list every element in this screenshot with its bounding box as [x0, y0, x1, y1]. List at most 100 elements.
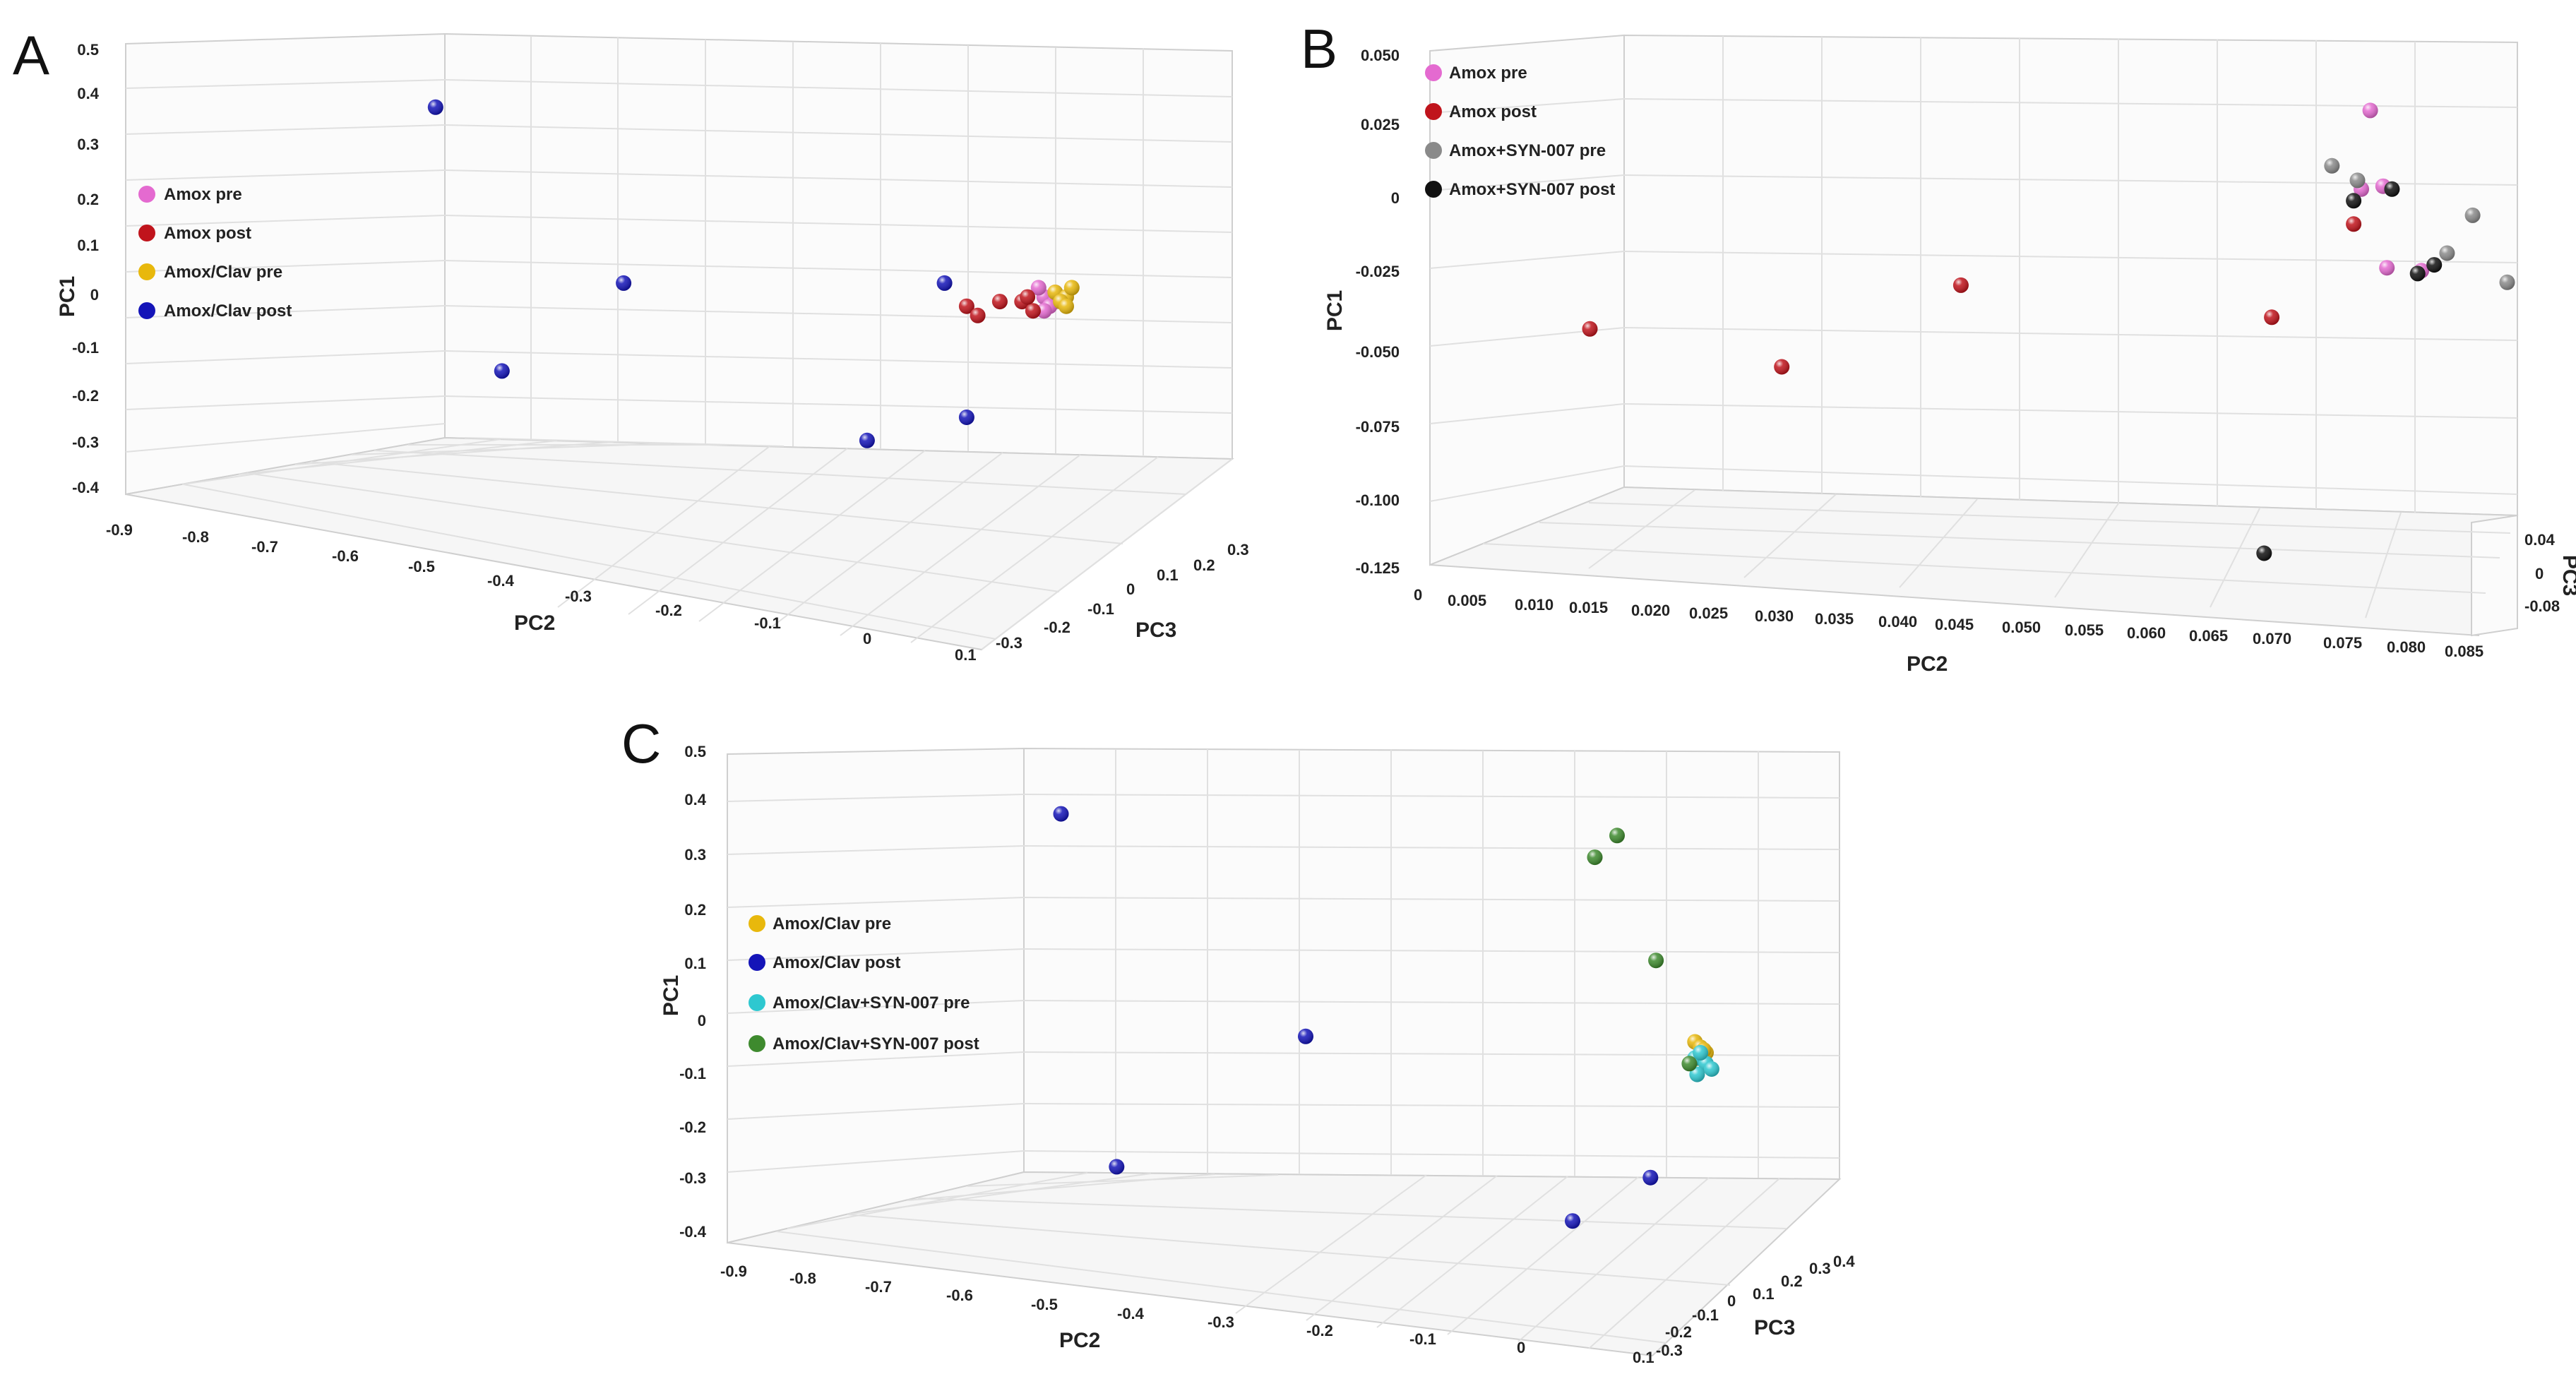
- panel-b-x-tick: 0.055: [2065, 621, 2104, 639]
- panel-c-y-tick: -0.2: [679, 1118, 706, 1136]
- data-point-highlight: [1565, 1213, 1580, 1229]
- panel-a-y-title: PC1: [56, 276, 79, 317]
- legend-label: Amox/Clav+SYN-007 pre: [773, 993, 970, 1013]
- panel-c-x-tick: -0.5: [1031, 1296, 1058, 1313]
- data-point-highlight: [2426, 257, 2443, 273]
- panel-c-back-wall: [1023, 747, 1840, 1181]
- panel-b-x-tick: 0.070: [2253, 630, 2291, 647]
- data-point-highlight: [958, 410, 974, 425]
- legend-label: Amox/Clav pre: [773, 914, 891, 933]
- panel-a-x-tick: -0.3: [565, 587, 592, 605]
- data-point-highlight: [958, 298, 974, 314]
- data-point-highlight: [1020, 289, 1036, 305]
- panel-a-x-tick: -0.8: [182, 528, 209, 546]
- panel-b-x-tick: 0.065: [2189, 627, 2228, 645]
- data-point-highlight: [1693, 1044, 1709, 1061]
- legend-label: Amox/Clav+SYN-007 post: [773, 1034, 979, 1053]
- data-point-highlight: [2362, 102, 2378, 119]
- data-point-highlight: [936, 275, 953, 291]
- data-point-highlight: [1587, 849, 1603, 866]
- legend-label: Amox post: [1449, 102, 1537, 121]
- panel-c-z-tick: -0.1: [1692, 1306, 1719, 1324]
- data-point-highlight: [2349, 172, 2366, 189]
- data-point-highlight: [2256, 545, 2272, 561]
- panel-a-x-tick: -0.4: [487, 572, 515, 590]
- legend-label: Amox/Clav post: [164, 302, 292, 321]
- panel-a-z-tick: 0.2: [1193, 556, 1215, 574]
- panel-c-x-tick: 0: [1517, 1339, 1525, 1356]
- data-point-highlight: [1053, 806, 1069, 822]
- panel-c-y-tick: 0: [698, 1012, 706, 1029]
- panel-c-x-tick: -0.2: [1306, 1322, 1333, 1339]
- data-point-highlight: [1025, 303, 1041, 319]
- panel-c-gridlines: [727, 749, 1840, 1349]
- data-point-highlight: [2384, 181, 2400, 197]
- legend-label: Amox/Clav post: [773, 953, 900, 972]
- panel-a-x-tick: -0.5: [408, 558, 435, 575]
- data-point-highlight: [1298, 1028, 1313, 1044]
- data-point-highlight: [1063, 280, 1080, 296]
- panel-c-y-tick: -0.4: [679, 1223, 707, 1241]
- panel-a-back-wall: [444, 32, 1233, 460]
- panel-b-y-tick: -0.125: [1356, 559, 1400, 577]
- panel-a-y-tick: -0.2: [72, 387, 99, 405]
- data-point-highlight: [2346, 193, 2362, 209]
- data-point-highlight: [1030, 280, 1046, 296]
- legend-label: Amox+SYN-007 pre: [1449, 141, 1606, 160]
- legend-marker-amoxclav-post: [138, 302, 155, 319]
- data-point-highlight: [494, 363, 510, 379]
- data-point-highlight: [1774, 359, 1790, 375]
- panel-b-x-tick: 0.030: [1755, 607, 1794, 625]
- panel-a-legend: Amox pre Amox post Amox/Clav pre Amox/Cl…: [138, 185, 292, 321]
- panel-c-x-title: PC2: [1059, 1329, 1100, 1352]
- panel-a-x-tick: 0.1: [955, 646, 977, 664]
- panel-a-z-tick: 0.1: [1157, 566, 1179, 584]
- legend-marker-syn-pre: [749, 994, 765, 1011]
- legend-marker-amox-post: [138, 225, 155, 241]
- panel-c-x-tick: -0.8: [789, 1270, 816, 1287]
- panel-a-gridlines: [125, 36, 1233, 650]
- panel-a-x-tick: -0.6: [332, 547, 359, 565]
- legend-marker-syn-post: [1425, 181, 1442, 198]
- panel-b-z-title: PC3: [2558, 555, 2576, 596]
- panel-b-x-tick: 0.020: [1631, 602, 1670, 619]
- panel-a-y-tick: 0.2: [77, 191, 99, 208]
- panel-b: B: [1301, 18, 2576, 676]
- legend-label: Amox pre: [1449, 64, 1527, 83]
- panel-b-z-strip: [2471, 514, 2518, 637]
- data-point-highlight: [2346, 216, 2362, 232]
- panel-b-x-tick: 0.005: [1448, 592, 1486, 609]
- panel-b-data-points: [1582, 102, 2515, 561]
- panel-c-x-tick: -0.3: [1208, 1313, 1234, 1331]
- panel-b-x-tick: 0.050: [2002, 619, 2041, 636]
- legend-marker-syn-pre: [1425, 142, 1442, 159]
- panel-c-y-tick: 0.1: [684, 955, 706, 972]
- panel-a-y-tick: 0.1: [77, 237, 99, 254]
- panel-c-x-tick: -0.6: [946, 1286, 973, 1304]
- panel-c-floor: [727, 1171, 1842, 1357]
- panel-b-x-title: PC2: [1907, 652, 1948, 676]
- panel-c-x-tick: -0.7: [865, 1278, 892, 1296]
- data-point-highlight: [1059, 298, 1074, 314]
- panel-b-x-tick: 0.010: [1515, 596, 1554, 614]
- data-point-highlight: [2409, 265, 2426, 282]
- panel-c-z-tick: 0.4: [1833, 1253, 1855, 1270]
- panel-b-y-tick: 0.025: [1361, 116, 1400, 133]
- data-point-highlight: [2264, 309, 2280, 326]
- panel-c: C: [621, 712, 1855, 1366]
- panel-c-y-tick: 0.4: [684, 791, 706, 808]
- legend-marker-syn-post: [749, 1035, 765, 1052]
- panel-a-z-title: PC3: [1135, 619, 1176, 642]
- panel-c-y-tick: 0.2: [684, 901, 706, 919]
- data-point-highlight: [2439, 245, 2455, 261]
- data-point-highlight: [427, 99, 443, 115]
- data-point-highlight: [1703, 1061, 1719, 1077]
- legend-label: Amox post: [164, 224, 251, 243]
- panel-c-z-tick: -0.3: [1656, 1342, 1683, 1359]
- legend-marker-amox-pre: [1425, 64, 1442, 81]
- legend-marker-amox-post: [1425, 103, 1442, 120]
- panel-a-y-tick: 0.3: [77, 136, 99, 153]
- panel-a-z-tick: -0.3: [996, 634, 1022, 652]
- data-point-highlight: [1642, 1169, 1659, 1186]
